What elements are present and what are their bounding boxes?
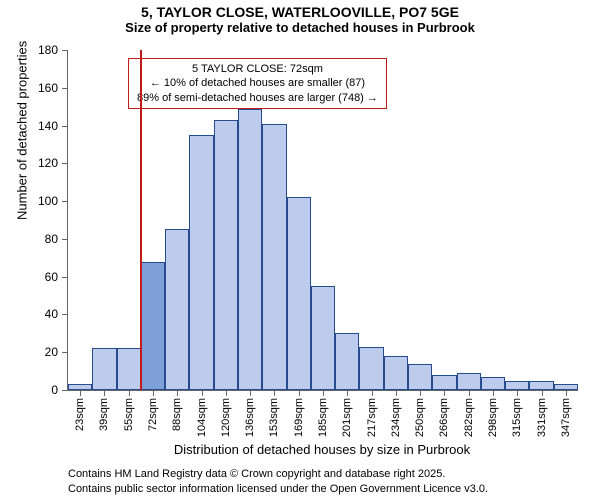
x-tick-label: 298sqm bbox=[487, 398, 499, 437]
histogram-bar bbox=[481, 377, 505, 390]
histogram-bar bbox=[238, 109, 262, 390]
histogram-bar bbox=[384, 356, 408, 390]
annotation-line-3: 89% of semi-detached houses are larger (… bbox=[137, 91, 378, 105]
x-tick bbox=[129, 390, 130, 396]
x-tick-label: 153sqm bbox=[268, 398, 280, 437]
y-tick-label: 80 bbox=[45, 232, 68, 246]
y-tick-label: 140 bbox=[38, 119, 68, 133]
x-tick bbox=[517, 390, 518, 396]
x-tick bbox=[250, 390, 251, 396]
x-tick-label: 88sqm bbox=[171, 398, 183, 431]
x-tick bbox=[493, 390, 494, 396]
x-tick bbox=[202, 390, 203, 396]
x-tick-label: 72sqm bbox=[147, 398, 159, 431]
marker-line bbox=[140, 50, 142, 390]
x-tick bbox=[347, 390, 348, 396]
x-tick bbox=[274, 390, 275, 396]
y-tick-label: 100 bbox=[38, 194, 68, 208]
annotation-box: 5 TAYLOR CLOSE: 72sqm ← 10% of detached … bbox=[128, 58, 387, 109]
x-tick-label: 136sqm bbox=[244, 398, 256, 437]
chart-container: 5, TAYLOR CLOSE, WATERLOOVILLE, PO7 5GE … bbox=[0, 0, 600, 500]
x-tick-label: 217sqm bbox=[366, 398, 378, 437]
x-tick bbox=[444, 390, 445, 396]
annotation-line-2: ← 10% of detached houses are smaller (87… bbox=[137, 76, 378, 90]
x-tick-label: 104sqm bbox=[196, 398, 208, 437]
x-tick-label: 23sqm bbox=[74, 398, 86, 431]
histogram-bar bbox=[287, 197, 311, 390]
x-tick-label: 266sqm bbox=[438, 398, 450, 437]
histogram-bar bbox=[141, 262, 165, 390]
histogram-bar bbox=[117, 348, 141, 390]
x-tick-label: 234sqm bbox=[390, 398, 402, 437]
y-axis-title: Number of detached properties bbox=[15, 41, 30, 220]
histogram-bar bbox=[408, 364, 432, 390]
y-tick-label: 180 bbox=[38, 43, 68, 57]
x-tick-label: 39sqm bbox=[98, 398, 110, 431]
footer-credits: Contains HM Land Registry data © Crown c… bbox=[68, 467, 488, 496]
x-tick bbox=[420, 390, 421, 396]
x-tick bbox=[542, 390, 543, 396]
page-title: 5, TAYLOR CLOSE, WATERLOOVILLE, PO7 5GE bbox=[0, 0, 600, 20]
x-tick bbox=[226, 390, 227, 396]
chart-plot-area: 5 TAYLOR CLOSE: 72sqm ← 10% of detached … bbox=[67, 50, 578, 391]
y-tick-label: 160 bbox=[38, 81, 68, 95]
x-tick bbox=[469, 390, 470, 396]
histogram-bar bbox=[214, 120, 238, 390]
x-tick bbox=[299, 390, 300, 396]
x-tick-label: 169sqm bbox=[293, 398, 305, 437]
footer-line-2: Contains public sector information licen… bbox=[68, 482, 488, 496]
histogram-bar bbox=[529, 381, 553, 390]
x-tick bbox=[177, 390, 178, 396]
x-tick-label: 315sqm bbox=[511, 398, 523, 437]
page-subtitle: Size of property relative to detached ho… bbox=[0, 20, 600, 41]
x-tick bbox=[372, 390, 373, 396]
x-axis-title: Distribution of detached houses by size … bbox=[174, 442, 470, 457]
x-tick-label: 347sqm bbox=[560, 398, 572, 437]
x-tick-label: 201sqm bbox=[341, 398, 353, 437]
x-tick bbox=[566, 390, 567, 396]
annotation-line-1: 5 TAYLOR CLOSE: 72sqm bbox=[137, 62, 378, 76]
x-tick-label: 120sqm bbox=[220, 398, 232, 437]
y-tick-label: 60 bbox=[45, 270, 68, 284]
histogram-bar bbox=[457, 373, 481, 390]
x-tick bbox=[104, 390, 105, 396]
histogram-bar bbox=[432, 375, 456, 390]
x-tick bbox=[323, 390, 324, 396]
x-tick bbox=[396, 390, 397, 396]
histogram-bar bbox=[505, 381, 529, 390]
footer-line-1: Contains HM Land Registry data © Crown c… bbox=[68, 467, 488, 481]
x-tick-label: 331sqm bbox=[536, 398, 548, 437]
x-tick-label: 185sqm bbox=[317, 398, 329, 437]
histogram-bar bbox=[311, 286, 335, 390]
y-tick-label: 0 bbox=[51, 383, 68, 397]
histogram-bar bbox=[262, 124, 286, 390]
x-tick-label: 55sqm bbox=[123, 398, 135, 431]
histogram-bar bbox=[165, 229, 189, 390]
x-tick bbox=[153, 390, 154, 396]
y-tick-label: 120 bbox=[38, 156, 68, 170]
y-tick-label: 20 bbox=[45, 345, 68, 359]
histogram-bar bbox=[92, 348, 116, 390]
x-tick-label: 250sqm bbox=[414, 398, 426, 437]
histogram-bar bbox=[359, 347, 383, 390]
x-tick bbox=[80, 390, 81, 396]
histogram-bar bbox=[335, 333, 359, 390]
histogram-bar bbox=[189, 135, 213, 390]
y-tick-label: 40 bbox=[45, 307, 68, 321]
x-tick-label: 282sqm bbox=[463, 398, 475, 437]
